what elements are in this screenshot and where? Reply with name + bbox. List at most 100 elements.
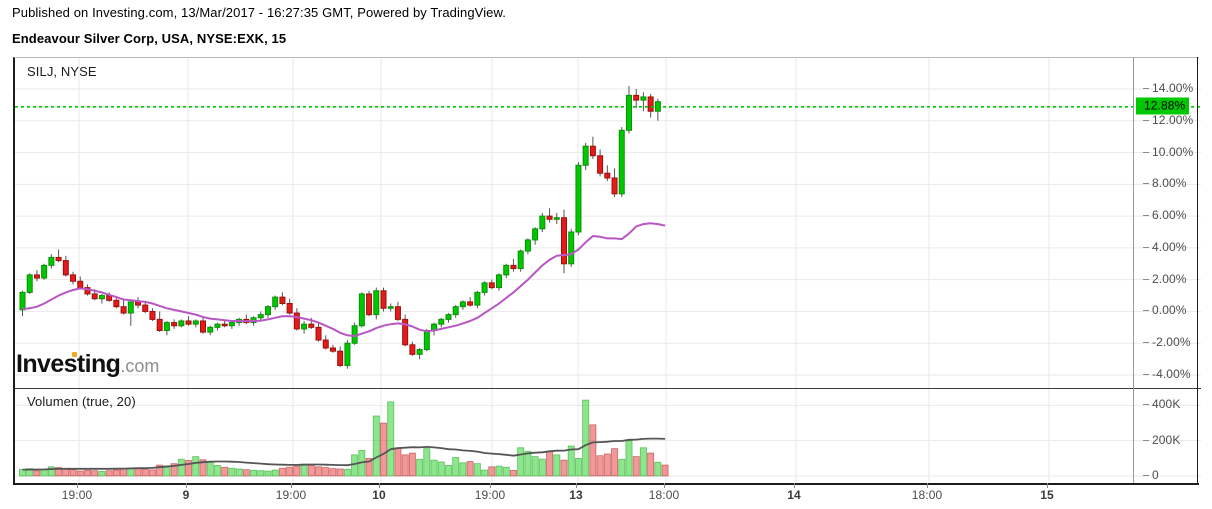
volume-bar xyxy=(307,465,315,477)
time-axis-label: 18:00 xyxy=(648,488,680,502)
candle-body xyxy=(647,96,654,112)
volume-bar xyxy=(495,465,503,477)
price-axis-label: 12.00% xyxy=(1152,112,1194,127)
candle-body xyxy=(474,291,481,306)
volume-bar xyxy=(336,468,344,477)
candle-body xyxy=(185,320,192,325)
published-attribution: Published on Investing.com, 13/Mar/2017 … xyxy=(12,5,506,20)
price-pane[interactable] xyxy=(15,58,1201,388)
volume-bar xyxy=(560,459,568,477)
candle-body xyxy=(156,318,163,332)
candle-body xyxy=(257,314,264,319)
candlestick xyxy=(633,89,640,109)
volume-bar xyxy=(156,464,164,477)
time-axis-tick xyxy=(291,483,292,488)
price-axis-tick xyxy=(1143,215,1149,217)
volume-bar xyxy=(105,470,113,477)
volume-bar xyxy=(250,469,258,477)
candle-body xyxy=(510,264,517,270)
candle-body xyxy=(373,290,380,316)
candlestick xyxy=(640,92,647,112)
candlestick xyxy=(272,295,279,310)
volume-bar xyxy=(632,456,640,477)
candle-body xyxy=(409,344,416,355)
candlestick xyxy=(185,316,192,326)
volume-bar xyxy=(98,471,106,477)
volume-bar xyxy=(423,448,431,477)
candle-body xyxy=(308,323,315,328)
volume-bar xyxy=(177,458,185,477)
candle-body xyxy=(41,264,48,279)
candlestick xyxy=(351,322,358,345)
candle-body xyxy=(272,296,279,308)
volume-bar xyxy=(531,456,539,477)
candle-body xyxy=(459,301,466,308)
volume-axis-label: 0 xyxy=(1152,468,1159,482)
candlestick xyxy=(380,287,387,312)
candlestick xyxy=(178,319,185,328)
volume-bar xyxy=(430,459,438,477)
volume-bar xyxy=(264,470,272,477)
price-axis-tick xyxy=(1143,278,1149,280)
candle-body xyxy=(488,282,495,289)
chart-right-border xyxy=(1197,57,1198,483)
volume-bar xyxy=(221,466,229,477)
candlestick xyxy=(481,281,488,296)
volume-bar xyxy=(654,461,662,477)
time-axis-tick xyxy=(927,483,928,488)
candle-body xyxy=(344,342,351,366)
candle-body xyxy=(445,314,452,320)
candlestick xyxy=(113,297,120,309)
candlestick xyxy=(337,346,344,368)
candlestick xyxy=(459,300,466,310)
investing-watermark: Investing .com xyxy=(16,350,159,379)
candle-body xyxy=(481,282,488,293)
time-axis-label: 13 xyxy=(569,488,583,502)
candlestick xyxy=(575,162,582,236)
volume-bar xyxy=(647,452,655,477)
price-axis-tick xyxy=(1143,183,1149,185)
candle-body xyxy=(452,306,459,316)
price-pane-title: SILJ, NYSE xyxy=(27,64,97,79)
candle-body xyxy=(221,323,228,327)
candlestick xyxy=(611,168,618,198)
price-axis-divider xyxy=(1133,57,1134,483)
candlestick xyxy=(26,273,33,294)
candlestick xyxy=(70,271,77,285)
volume-bar xyxy=(322,467,330,477)
price-axis-tick xyxy=(1143,342,1149,344)
volume-pane-title: Volumen (true, 20) xyxy=(27,394,136,409)
candle-body xyxy=(149,310,156,320)
candle-body xyxy=(496,274,503,289)
watermark-suffix: .com xyxy=(120,356,160,376)
volume-bar xyxy=(228,467,236,477)
time-axis-label: 15 xyxy=(1040,488,1054,502)
volume-bar xyxy=(372,415,380,477)
candle-body xyxy=(19,291,26,311)
volume-moving-average-line xyxy=(22,437,666,471)
time-axis-tick xyxy=(186,483,187,488)
candlestick xyxy=(387,303,394,312)
candle-body xyxy=(207,326,214,333)
volume-bar xyxy=(365,457,373,477)
watermark-dot-icon xyxy=(72,352,77,357)
volume-bar xyxy=(343,468,351,477)
volume-bar xyxy=(394,447,402,477)
candle-body xyxy=(618,129,625,195)
volume-bar xyxy=(47,466,55,477)
price-axis-label: 8.00% xyxy=(1152,176,1187,191)
volume-pane[interactable] xyxy=(15,389,1201,484)
volume-bar xyxy=(192,456,200,477)
watermark-brand: Investing xyxy=(16,350,121,378)
candle-body xyxy=(214,323,221,328)
candlestick xyxy=(647,93,654,118)
candle-body xyxy=(163,322,170,332)
price-axis-tick xyxy=(1143,246,1149,248)
current-price-label[interactable]: 12.88% xyxy=(1136,97,1190,115)
candlestick xyxy=(445,313,452,323)
volume-bar xyxy=(199,459,207,477)
volume-bar xyxy=(83,469,91,477)
volume-bar xyxy=(611,448,619,477)
candlestick xyxy=(582,143,589,171)
volume-bar xyxy=(91,470,99,477)
